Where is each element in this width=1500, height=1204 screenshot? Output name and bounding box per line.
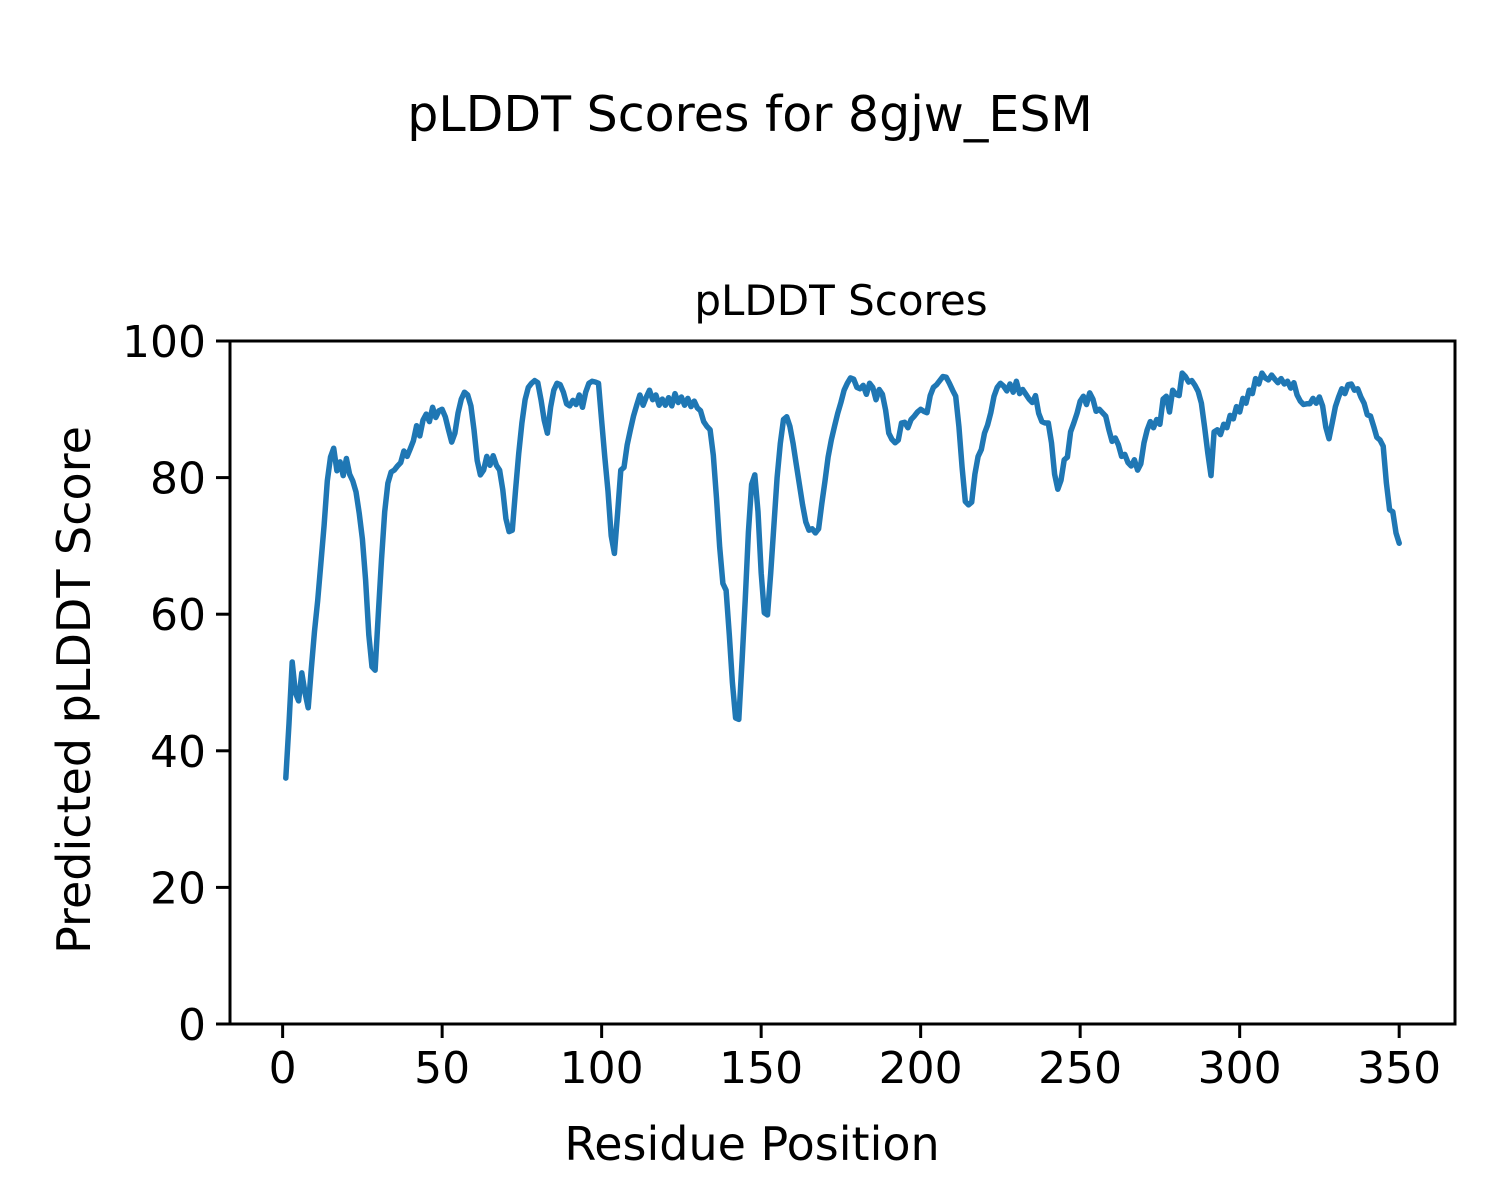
y-tick-label: 40 (150, 727, 206, 778)
y-tick-label: 60 (150, 590, 206, 641)
y-axis-label: Predicted pLDDT Score (47, 426, 101, 954)
x-tick-label: 100 (560, 1043, 644, 1094)
y-tick-label: 20 (150, 863, 206, 914)
x-tick-label: 0 (269, 1043, 297, 1094)
x-tick-label: 300 (1198, 1043, 1282, 1094)
axes-spines (228, 339, 1457, 1026)
x-tick-label: 200 (879, 1043, 963, 1094)
x-axis-label: Residue Position (564, 1117, 939, 1171)
y-tick-label: 80 (150, 454, 206, 505)
x-tick-label: 350 (1357, 1043, 1441, 1094)
x-tick-label: 50 (414, 1043, 470, 1094)
figure-title: pLDDT Scores for 8gjw_ESM (407, 86, 1092, 143)
x-tick-label: 150 (719, 1043, 803, 1094)
plot-area: 0 50 100 150 200 250 300 350 0 20 40 60 80 100 (122, 317, 1457, 1094)
y-tick-label: 100 (122, 317, 206, 368)
plddt-line (283, 370, 1402, 781)
axes-title: pLDDT Scores (694, 276, 987, 325)
y-tick-label: 0 (178, 1000, 206, 1051)
x-tick-label: 250 (1038, 1043, 1122, 1094)
